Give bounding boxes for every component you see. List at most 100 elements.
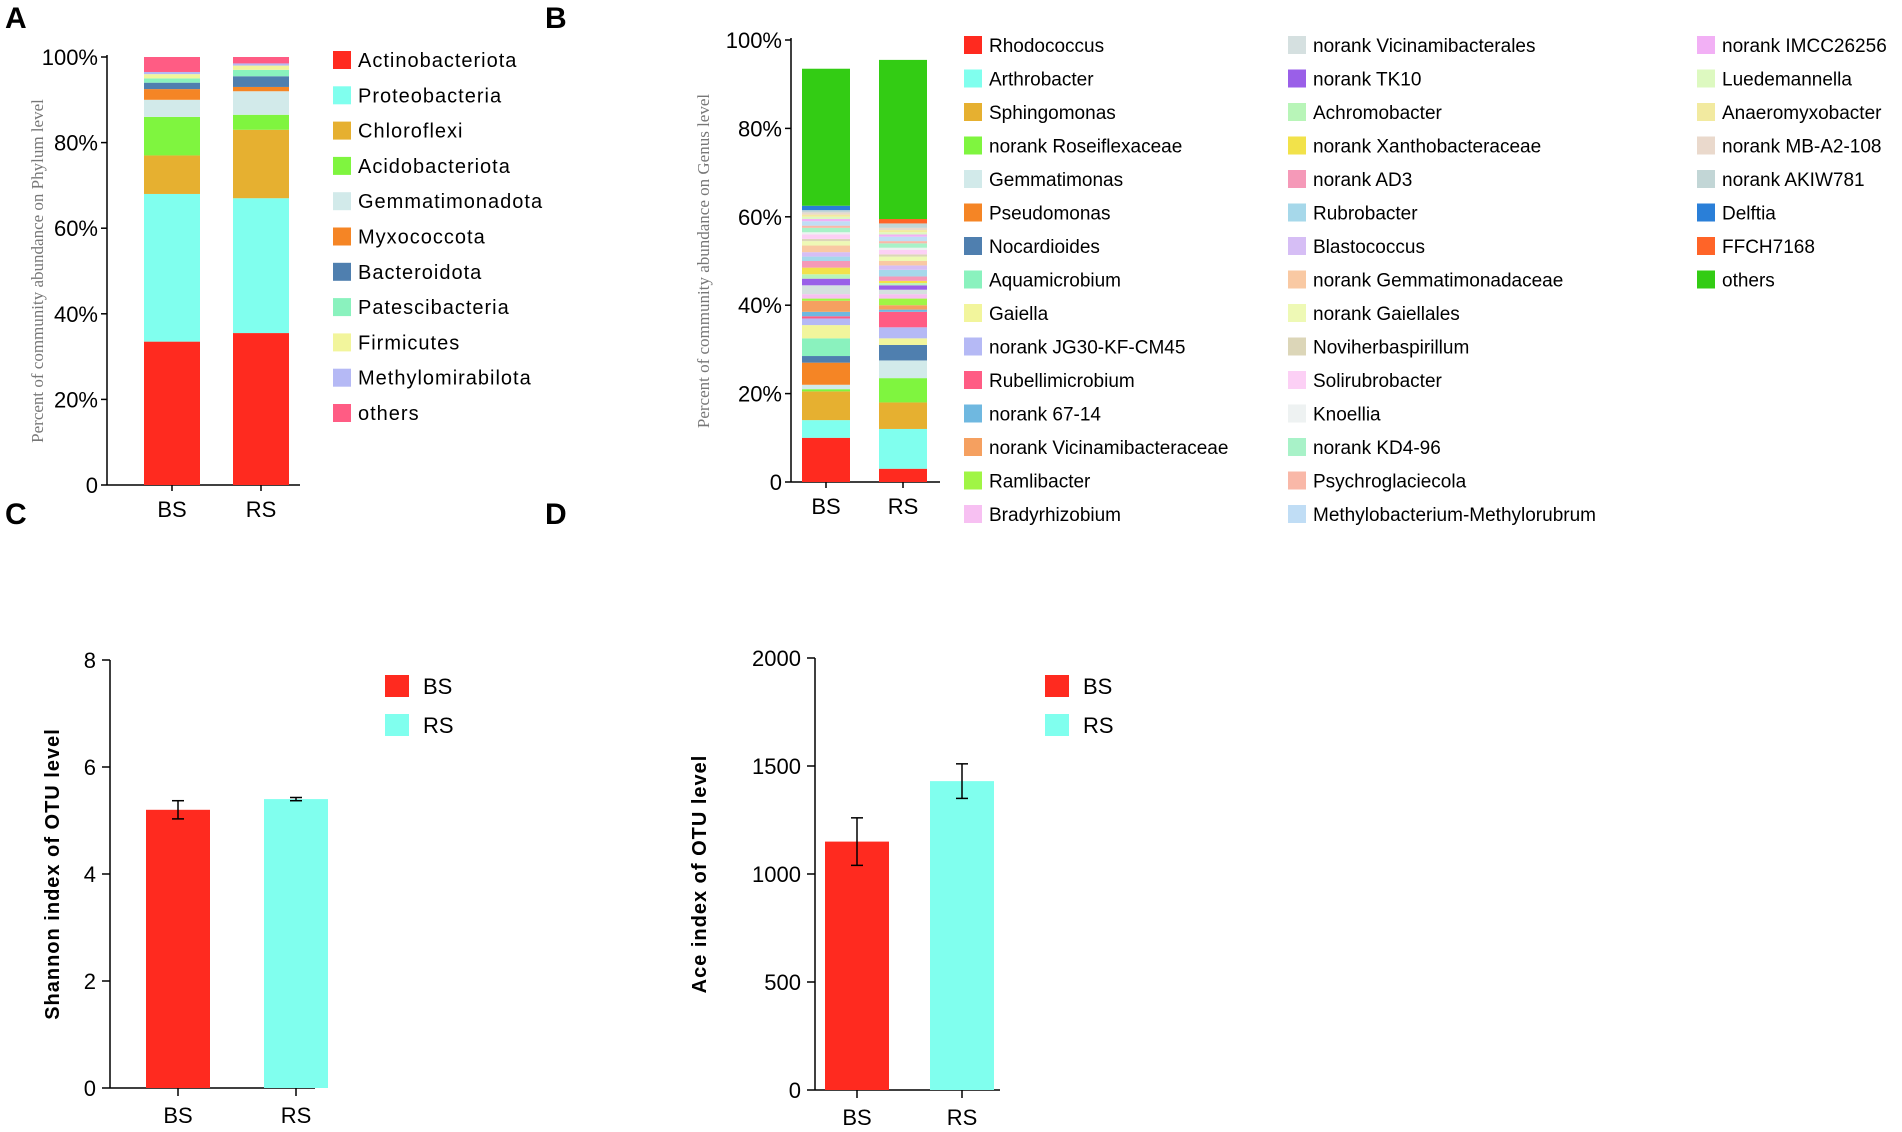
- bar-segment-bs: [144, 74, 200, 79]
- legend-swatch: [1288, 237, 1306, 255]
- bar-segment-bs: [144, 71, 200, 75]
- bar-segment-rs: [233, 63, 289, 66]
- legend-label: Ramlibacter: [989, 472, 1091, 493]
- bar-segment-bs: [144, 193, 200, 342]
- panel-label-d: D: [545, 498, 567, 531]
- y-tick-label: 20%: [738, 382, 782, 407]
- x-tick-label: BS: [163, 1103, 192, 1128]
- bar-segment-rs: [879, 280, 927, 284]
- legend-swatch: [964, 270, 982, 289]
- bar-segment-bs: [802, 298, 850, 301]
- bar-segment-rs: [233, 57, 289, 64]
- bar-segment-rs: [879, 285, 927, 290]
- legend-swatch: [1288, 103, 1306, 121]
- panel-label-b: B: [545, 2, 567, 35]
- bar-segment-rs: [879, 223, 927, 228]
- bar-segment-bs: [802, 389, 850, 392]
- legend-label: Achromobacter: [1313, 103, 1443, 124]
- legend-swatch: [333, 227, 351, 246]
- bar-segment-rs: [233, 129, 289, 199]
- legend-swatch: [333, 368, 351, 387]
- bar-segment-bs: [802, 356, 850, 363]
- bar-segment-rs: [879, 249, 927, 255]
- legend-label: RS: [423, 713, 454, 738]
- bar-segment-bs: [802, 238, 850, 242]
- y-tick-label: 100%: [42, 45, 98, 70]
- y-tick-label: 1000: [752, 862, 801, 887]
- legend-label: BS: [1083, 674, 1112, 699]
- bar-rs: [264, 799, 328, 1088]
- legend-swatch: [1697, 103, 1715, 121]
- legend-label: Luedemannella: [1722, 70, 1852, 91]
- bar-segment-bs: [802, 234, 850, 239]
- y-axis-title: Percent of community abundance on Genus …: [694, 94, 713, 429]
- bar-segment-rs: [879, 378, 927, 403]
- y-tick-label: 60%: [54, 216, 98, 241]
- legend-label: Actinobacteriota: [358, 50, 517, 72]
- legend-swatch: [1697, 36, 1715, 54]
- legend-swatch: [1697, 69, 1715, 88]
- bar-segment-rs: [233, 91, 289, 115]
- bar-segment-bs: [802, 267, 850, 275]
- legend-swatch: [333, 262, 351, 281]
- bar-segment-rs: [879, 305, 927, 310]
- x-tick-label: BS: [157, 497, 186, 522]
- bar-segment-bs: [802, 219, 850, 222]
- legend-swatch: [1288, 203, 1306, 222]
- legend-swatch: [1288, 471, 1306, 490]
- legend-swatch: [1288, 69, 1306, 88]
- legend-label: others: [358, 403, 420, 425]
- legend-swatch: [1697, 170, 1715, 188]
- bar-segment-rs: [879, 402, 927, 429]
- legend-label: Knoellia: [1313, 405, 1381, 426]
- legend-swatch: [964, 237, 982, 255]
- bar-segment-bs: [802, 285, 850, 295]
- bar-segment-rs: [879, 234, 927, 237]
- bar-segment-rs: [879, 269, 927, 277]
- bar-segment-rs: [879, 338, 927, 345]
- y-tick-label: 4: [84, 862, 96, 887]
- bar-segment-rs: [879, 236, 927, 242]
- legend-label: Firmicutes: [358, 332, 460, 354]
- bar-segment-rs: [879, 254, 927, 257]
- legend-label: Gaiella: [989, 304, 1049, 325]
- bar-segment-rs: [879, 327, 927, 339]
- x-tick-label: BS: [811, 494, 840, 519]
- bar-segment-bs: [802, 318, 850, 326]
- legend-label: norank TK10: [1313, 70, 1421, 91]
- bar-segment-bs: [802, 210, 850, 213]
- y-tick-label: 0: [86, 473, 98, 498]
- y-tick-label: 8: [84, 648, 96, 673]
- legend-swatch: [333, 404, 351, 422]
- y-tick-label: 80%: [738, 116, 782, 141]
- x-tick-label: RS: [281, 1103, 312, 1128]
- y-tick-label: 2000: [752, 646, 801, 671]
- y-tick-label: 20%: [54, 387, 98, 412]
- bar-segment-bs: [802, 227, 850, 233]
- bar-segment-bs: [802, 261, 850, 268]
- y-axis-title: Ace index of OTU level: [689, 755, 711, 994]
- legend-label: Noviherbaspirillum: [1313, 338, 1469, 359]
- bar-segment-bs: [802, 325, 850, 339]
- y-tick-label: 0: [789, 1078, 801, 1103]
- legend-label: norank IMCC26256: [1722, 36, 1887, 57]
- bar-segment-rs: [879, 468, 927, 482]
- legend-swatch: [964, 337, 982, 356]
- bar-segment-bs: [802, 241, 850, 246]
- legend-label: norank KD4-96: [1313, 438, 1441, 459]
- y-tick-label: 0: [770, 470, 782, 495]
- legend-swatch: [1288, 505, 1306, 523]
- legend-label: norank AD3: [1313, 170, 1412, 191]
- bar-segment-bs: [144, 89, 200, 100]
- x-tick-label: RS: [888, 494, 919, 519]
- legend-swatch: [1697, 270, 1715, 289]
- legend-label: FFCH7168: [1722, 237, 1815, 258]
- bar-segment-rs: [879, 289, 927, 295]
- legend-label: norank JG30-KF-CM45: [989, 338, 1185, 359]
- bar-segment-bs: [144, 155, 200, 194]
- legend-label: Chloroflexi: [358, 121, 463, 143]
- legend-swatch: [333, 156, 351, 175]
- legend-swatch: [385, 675, 409, 697]
- y-tick-label: 6: [84, 755, 96, 780]
